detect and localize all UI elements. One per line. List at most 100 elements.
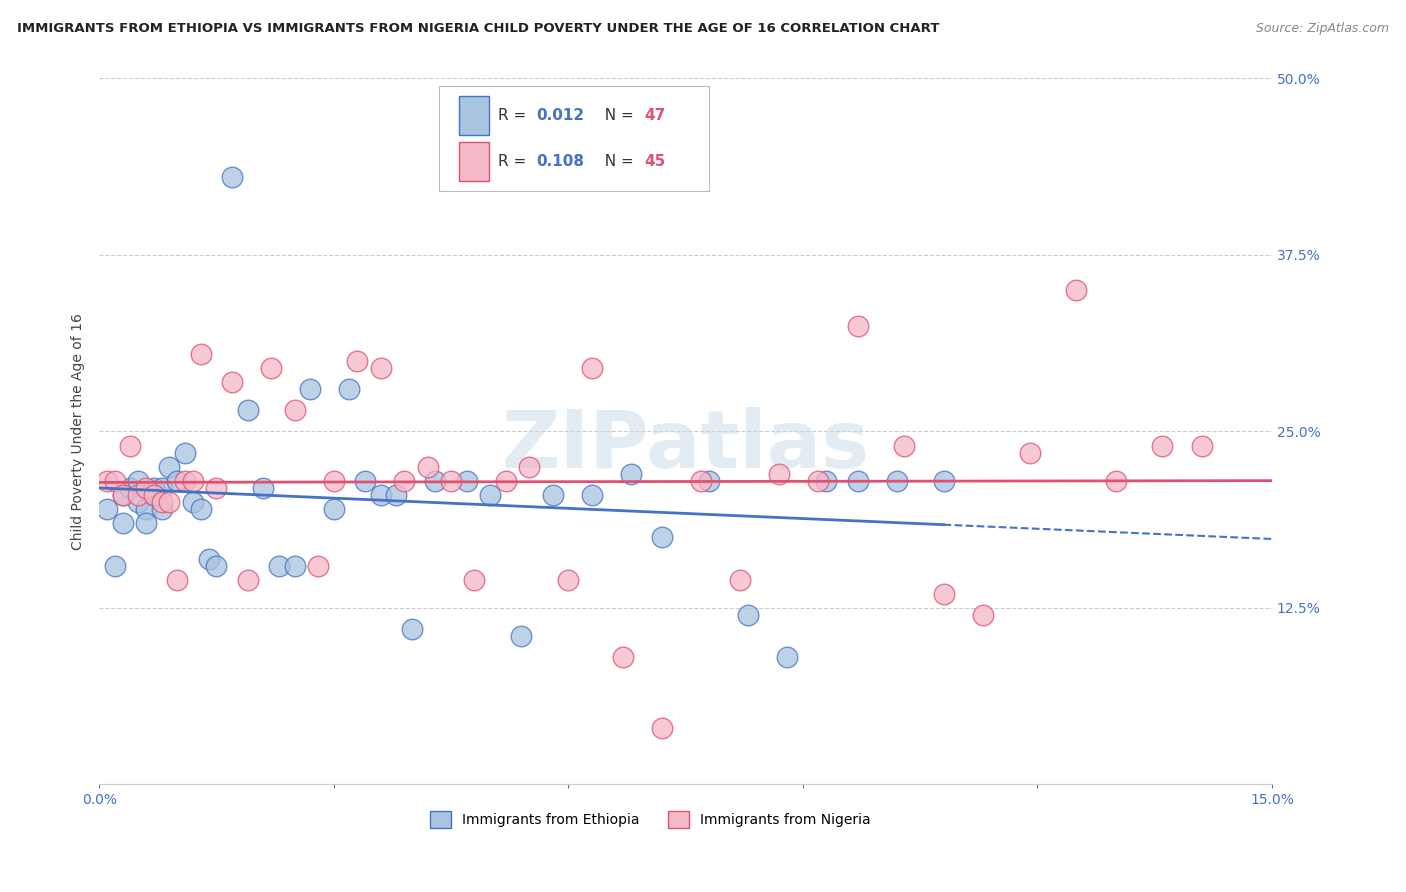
Point bbox=[581, 360, 603, 375]
Point bbox=[181, 474, 204, 488]
Point bbox=[346, 354, 368, 368]
Point bbox=[479, 488, 502, 502]
Text: N =: N = bbox=[595, 108, 638, 123]
Point bbox=[284, 403, 307, 417]
Text: R =: R = bbox=[498, 153, 531, 169]
Point bbox=[159, 495, 181, 509]
Legend: Immigrants from Ethiopia, Immigrants from Nigeria: Immigrants from Ethiopia, Immigrants fro… bbox=[425, 805, 876, 834]
Point bbox=[495, 474, 517, 488]
Point bbox=[690, 474, 713, 488]
FancyBboxPatch shape bbox=[460, 142, 488, 180]
Point bbox=[651, 530, 673, 544]
Point bbox=[456, 474, 478, 488]
Point bbox=[111, 488, 134, 502]
Point bbox=[111, 488, 134, 502]
Point bbox=[807, 474, 830, 488]
Point bbox=[190, 502, 212, 516]
Point bbox=[1066, 283, 1088, 297]
Point bbox=[174, 474, 197, 488]
Point bbox=[236, 573, 259, 587]
Point bbox=[612, 650, 634, 665]
Point bbox=[299, 382, 322, 396]
Point bbox=[322, 474, 344, 488]
Point bbox=[392, 474, 415, 488]
Point bbox=[150, 502, 173, 516]
Point bbox=[1191, 439, 1213, 453]
Point bbox=[416, 459, 439, 474]
Text: IMMIGRANTS FROM ETHIOPIA VS IMMIGRANTS FROM NIGERIA CHILD POVERTY UNDER THE AGE : IMMIGRANTS FROM ETHIOPIA VS IMMIGRANTS F… bbox=[17, 22, 939, 36]
Point bbox=[886, 474, 908, 488]
Point bbox=[815, 474, 838, 488]
Point bbox=[370, 360, 392, 375]
Point bbox=[96, 502, 118, 516]
Point bbox=[142, 488, 165, 502]
Point bbox=[166, 573, 188, 587]
Point bbox=[1152, 439, 1174, 453]
Point bbox=[425, 474, 447, 488]
Point bbox=[267, 558, 290, 573]
FancyBboxPatch shape bbox=[460, 96, 488, 136]
Point bbox=[620, 467, 643, 481]
Point bbox=[260, 360, 283, 375]
Point bbox=[150, 495, 173, 509]
Point bbox=[846, 474, 869, 488]
Point bbox=[236, 403, 259, 417]
Point bbox=[104, 474, 127, 488]
Point bbox=[730, 573, 752, 587]
Point bbox=[893, 439, 915, 453]
Text: 47: 47 bbox=[644, 108, 666, 123]
Point bbox=[135, 516, 157, 531]
Point bbox=[205, 481, 228, 495]
Point bbox=[159, 459, 181, 474]
Point bbox=[221, 170, 243, 185]
Point bbox=[166, 474, 188, 488]
Point bbox=[120, 481, 142, 495]
Point bbox=[776, 650, 799, 665]
Point bbox=[541, 488, 564, 502]
Point bbox=[127, 495, 149, 509]
Point bbox=[1018, 445, 1040, 459]
Point bbox=[205, 558, 228, 573]
Y-axis label: Child Poverty Under the Age of 16: Child Poverty Under the Age of 16 bbox=[72, 313, 86, 549]
Text: ZIPatlas: ZIPatlas bbox=[502, 407, 870, 484]
Point bbox=[557, 573, 579, 587]
Point bbox=[651, 721, 673, 735]
Text: Source: ZipAtlas.com: Source: ZipAtlas.com bbox=[1256, 22, 1389, 36]
Point bbox=[142, 481, 165, 495]
Point bbox=[932, 587, 955, 601]
Point bbox=[322, 502, 344, 516]
Point bbox=[972, 607, 994, 622]
Point bbox=[142, 488, 165, 502]
Point bbox=[190, 347, 212, 361]
Point bbox=[517, 459, 540, 474]
Point bbox=[135, 502, 157, 516]
Text: R =: R = bbox=[498, 108, 531, 123]
Point bbox=[221, 375, 243, 389]
Point bbox=[385, 488, 408, 502]
Point bbox=[104, 558, 127, 573]
Text: 45: 45 bbox=[644, 153, 666, 169]
Point bbox=[181, 495, 204, 509]
Point bbox=[337, 382, 360, 396]
FancyBboxPatch shape bbox=[439, 86, 709, 192]
Text: 0.012: 0.012 bbox=[537, 108, 585, 123]
Point bbox=[135, 481, 157, 495]
Point bbox=[370, 488, 392, 502]
Point bbox=[174, 445, 197, 459]
Point bbox=[768, 467, 790, 481]
Text: 0.108: 0.108 bbox=[537, 153, 585, 169]
Point bbox=[111, 516, 134, 531]
Point bbox=[252, 481, 274, 495]
Point bbox=[1104, 474, 1126, 488]
Point bbox=[697, 474, 720, 488]
Point bbox=[120, 439, 142, 453]
Point bbox=[510, 629, 533, 643]
Point bbox=[150, 481, 173, 495]
Point bbox=[737, 607, 759, 622]
Point bbox=[307, 558, 329, 573]
Point bbox=[127, 474, 149, 488]
Point bbox=[354, 474, 377, 488]
Point bbox=[463, 573, 485, 587]
Point bbox=[581, 488, 603, 502]
Point bbox=[127, 488, 149, 502]
